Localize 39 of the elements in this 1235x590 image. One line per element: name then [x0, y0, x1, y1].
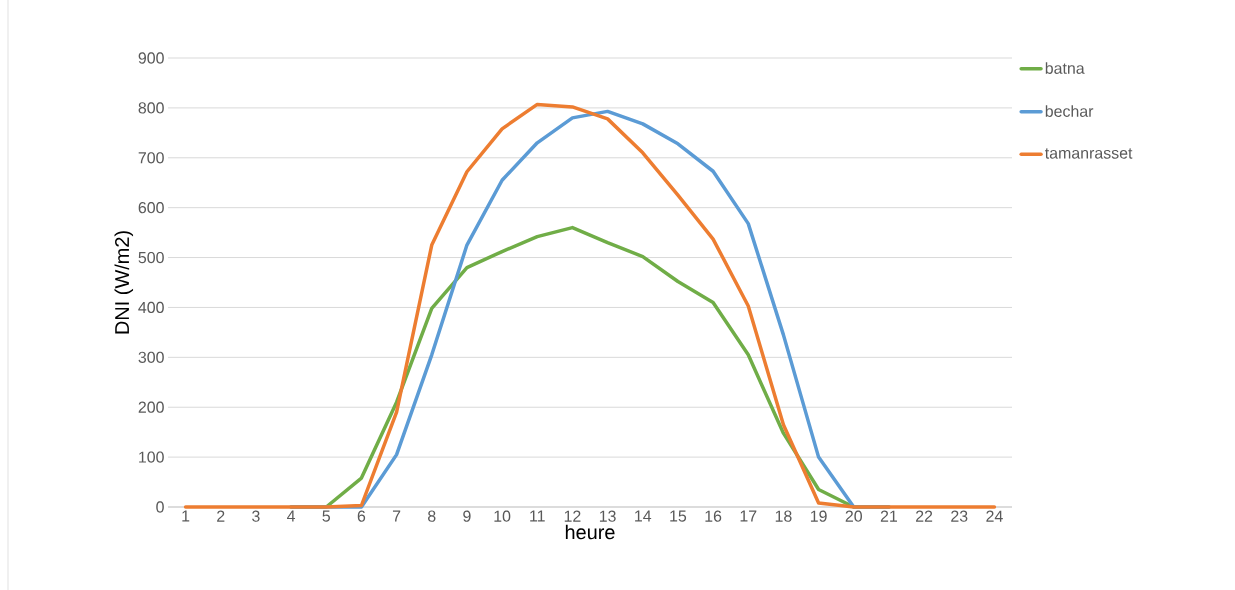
y-tick-label: 400: [138, 301, 164, 314]
x-tick-label: 20: [845, 510, 862, 522]
x-tick-label: 22: [916, 510, 933, 522]
x-tick-label: 6: [357, 510, 366, 522]
x-tick-label: 9: [463, 510, 471, 522]
y-axis-title: DNI (W/m2): [114, 231, 134, 334]
x-tick-label: 12: [564, 510, 581, 522]
x-tick-label: 3: [252, 510, 260, 522]
x-tick-label: 24: [986, 510, 1003, 522]
legend-label: tamanrasset: [1044, 148, 1133, 159]
y-tick-label: 500: [138, 251, 164, 264]
y-tick-label: 300: [138, 351, 164, 363]
x-axis-title: heure: [565, 524, 615, 540]
x-tick-label: 16: [705, 510, 722, 522]
x-tick-label: 7: [392, 510, 401, 522]
legend-label: batna: [1045, 62, 1085, 74]
x-tick-label: 23: [951, 510, 968, 522]
y-tick-label: 700: [138, 152, 164, 164]
x-tick-label: 13: [599, 510, 616, 522]
y-tick-label: 200: [138, 401, 164, 413]
x-tick-label: 8: [428, 510, 436, 522]
x-tick-label: 18: [775, 510, 792, 522]
legend-label: bechar: [1045, 105, 1094, 117]
x-tick-label: 2: [217, 510, 225, 522]
x-tick-label: 10: [494, 510, 511, 522]
x-tick-label: 15: [670, 510, 687, 522]
y-tick-label: 900: [138, 52, 164, 64]
x-tick-label: 19: [810, 510, 827, 522]
y-tick-label: 600: [138, 202, 164, 214]
x-tick-label: 11: [530, 510, 545, 522]
x-tick-label: 14: [635, 510, 652, 522]
x-tick-label: 17: [740, 510, 757, 522]
x-tick-label: 21: [880, 510, 897, 522]
y-tick-label: 800: [138, 102, 164, 114]
x-tick-label: 1: [182, 510, 190, 522]
x-tick-label: 5: [322, 510, 331, 522]
y-tick-label: 0: [156, 501, 164, 513]
y-tick-label: 100: [139, 451, 164, 463]
x-tick-label: 4: [287, 510, 296, 522]
